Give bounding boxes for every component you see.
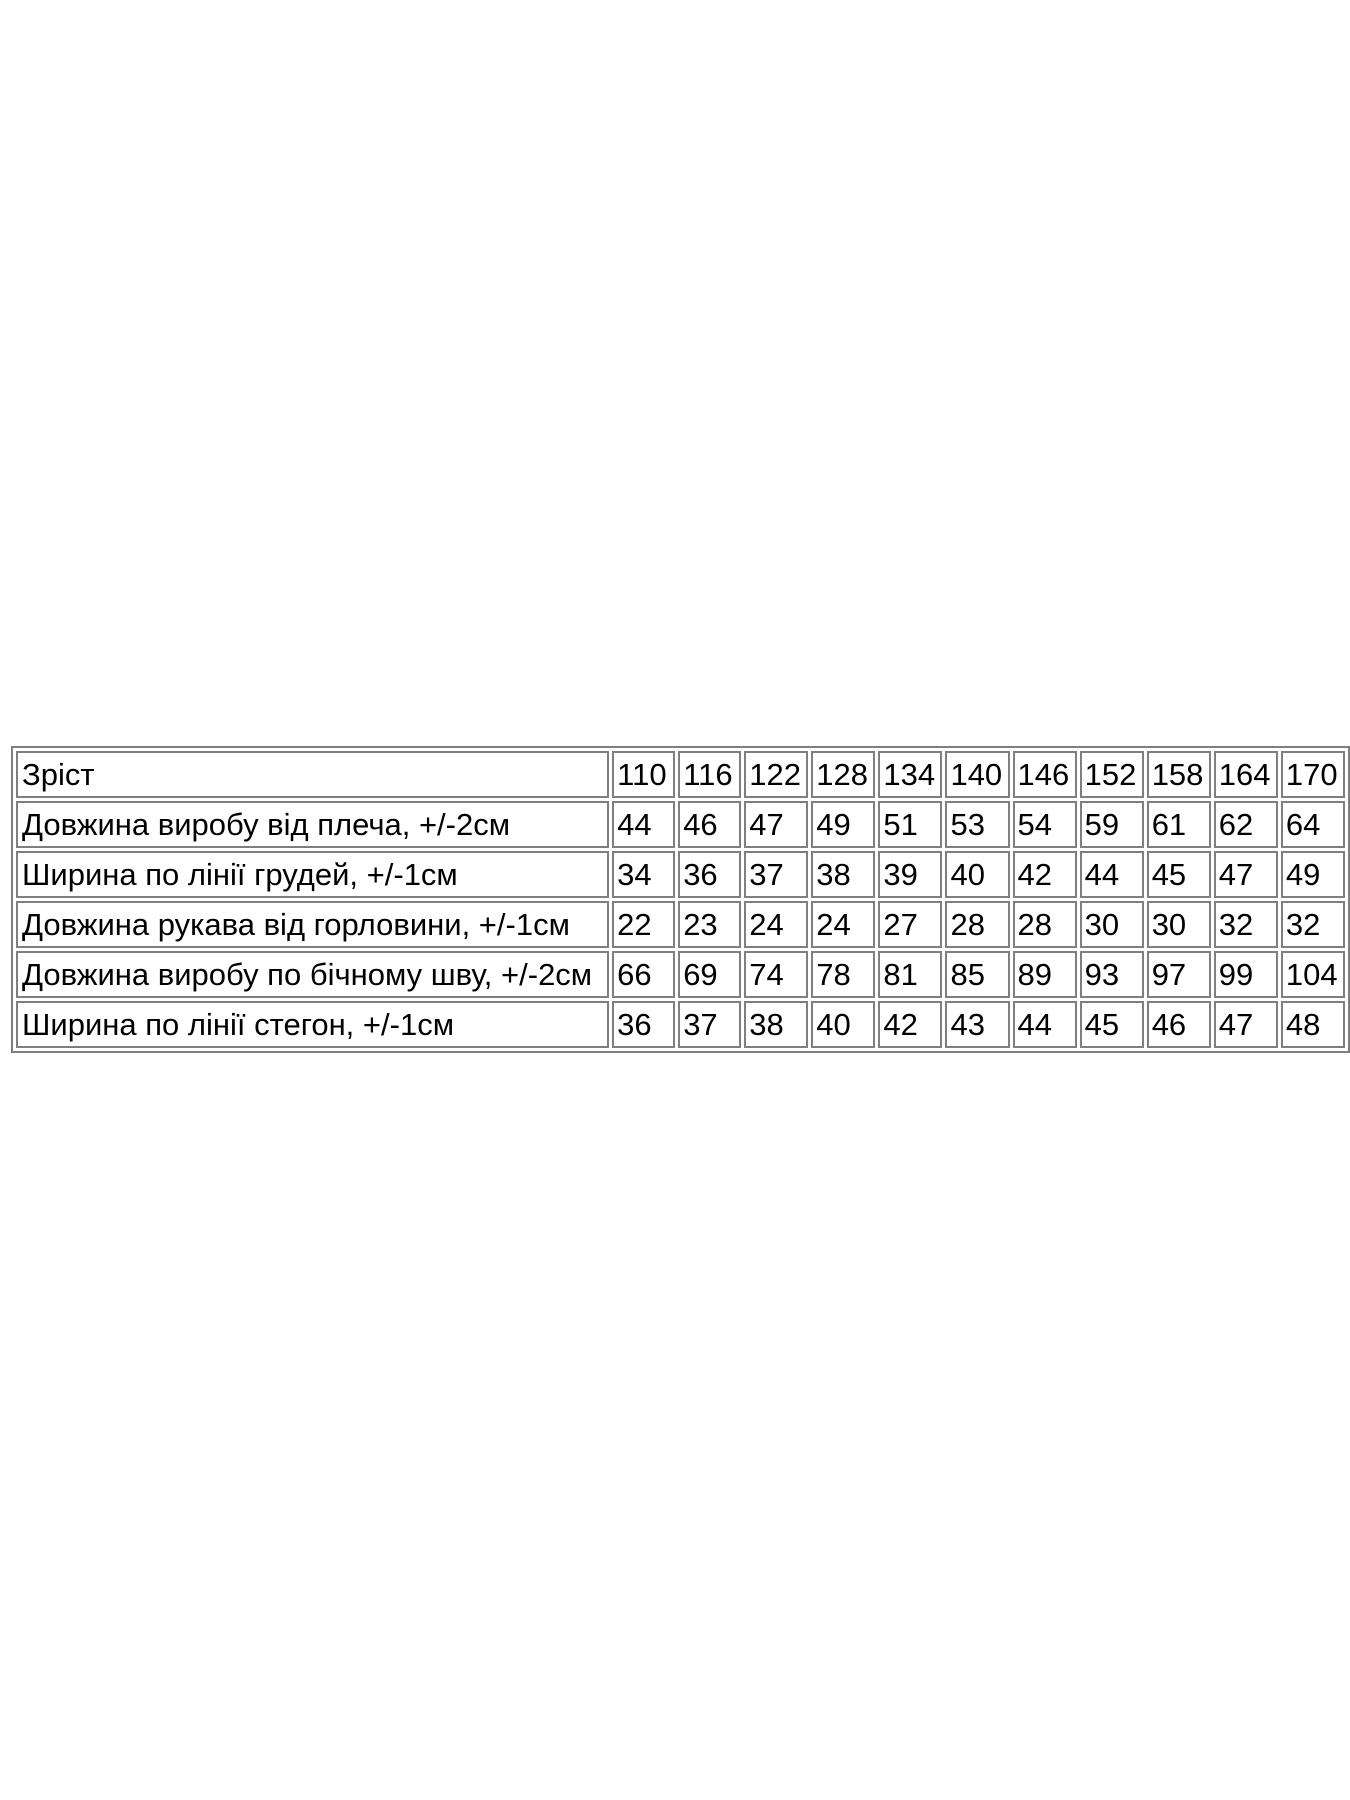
table-row-4-value-cell: 48 — [1280, 1001, 1345, 1048]
table-row-0-value-cell: 64 — [1280, 801, 1345, 848]
size-chart-body: Зріст 110 116 122 128 134 140 146 152 158 164 170 До… — [16, 751, 1345, 1048]
table-row-3-value-cell: 97 — [1146, 951, 1211, 998]
table-row-3-value-cell: 93 — [1079, 951, 1144, 998]
table-row-1-value-cell: 40 — [945, 851, 1010, 898]
table-row-0: Довжина виробу від плеча, +/-2см 44 46 47 49… — [16, 801, 1345, 848]
table-row-1-value-cell: 37 — [744, 851, 809, 898]
table-row-2-value-cell: 32 — [1280, 901, 1345, 948]
table-row-1-value-cell: 44 — [1079, 851, 1144, 898]
table-row-4-label-cell: Ширина по лінії стегон, +/-1см — [16, 1001, 610, 1048]
header-row: Зріст 110 116 122 128 134 140 146 152 158 164 170 — [16, 751, 1345, 798]
table-row-2-value-cell: 27 — [878, 901, 943, 948]
table-row-2-label-cell: Довжина рукава від горловини, +/-1см — [16, 901, 610, 948]
table-row-4-value-cell: 38 — [744, 1001, 809, 1048]
table-row-1-value-cell: 39 — [878, 851, 943, 898]
header-row-value-cell: 146 — [1012, 751, 1077, 798]
table-row-2-value-cell: 28 — [945, 901, 1010, 948]
table-row-4-value-cell: 47 — [1213, 1001, 1278, 1048]
table-row-3: Довжина виробу по бічному шву, +/-2см 66 6… — [16, 951, 1345, 998]
table-row-2-value-cell: 24 — [811, 901, 876, 948]
table-row-0-value-cell: 59 — [1079, 801, 1144, 848]
header-row-value-cell: 170 — [1280, 751, 1345, 798]
table-row-2-value-cell: 30 — [1079, 901, 1144, 948]
header-row-value-cell: 158 — [1146, 751, 1211, 798]
table-row-1-value-cell: 38 — [811, 851, 876, 898]
table-row-2-value-cell: 32 — [1213, 901, 1278, 948]
table-row-1-value-cell: 45 — [1146, 851, 1211, 898]
table-row-2-value-cell: 22 — [612, 901, 676, 948]
table-row-3-value-cell: 74 — [744, 951, 809, 998]
table-row-3-value-cell: 69 — [678, 951, 742, 998]
table-row-4-value-cell: 44 — [1012, 1001, 1077, 1048]
size-chart-table: Зріст 110 116 122 128 134 140 146 152 158 164 170 До… — [11, 746, 1350, 1053]
table-row-1: Ширина по лінії грудей, +/-1см 34 36 37 38 39… — [16, 851, 1345, 898]
table-row-0-value-cell: 46 — [678, 801, 742, 848]
header-row-label-cell: Зріст — [16, 751, 610, 798]
table-row-2-value-cell: 24 — [744, 901, 809, 948]
table-row-4-value-cell: 40 — [811, 1001, 876, 1048]
table-row-0-value-cell: 51 — [878, 801, 943, 848]
table-row-2-value-cell: 23 — [678, 901, 742, 948]
table-row-1-value-cell: 47 — [1213, 851, 1278, 898]
table-row-1-value-cell: 49 — [1280, 851, 1345, 898]
header-row-value-cell: 122 — [744, 751, 809, 798]
table-row-4-value-cell: 46 — [1146, 1001, 1211, 1048]
table-row-2-value-cell: 30 — [1146, 901, 1211, 948]
header-row-value-cell: 140 — [945, 751, 1010, 798]
header-row-value-cell: 110 — [612, 751, 676, 798]
table-row-3-value-cell: 78 — [811, 951, 876, 998]
table-row-4-value-cell: 42 — [878, 1001, 943, 1048]
table-row-0-label-cell: Довжина виробу від плеча, +/-2см — [16, 801, 610, 848]
table-row-1-label-cell: Ширина по лінії грудей, +/-1см — [16, 851, 610, 898]
table-row-3-label-cell: Довжина виробу по бічному шву, +/-2см — [16, 951, 610, 998]
table-row-3-value-cell: 89 — [1012, 951, 1077, 998]
table-row-4-value-cell: 37 — [678, 1001, 742, 1048]
table-row-1-value-cell: 36 — [678, 851, 742, 898]
table-row-4: Ширина по лінії стегон, +/-1см 36 37 38 40 42… — [16, 1001, 1345, 1048]
table-row-3-value-cell: 81 — [878, 951, 943, 998]
table-row-2-value-cell: 28 — [1012, 901, 1077, 948]
table-row-0-value-cell: 54 — [1012, 801, 1077, 848]
header-row-value-cell: 134 — [878, 751, 943, 798]
table-row-0-value-cell: 61 — [1146, 801, 1211, 848]
table-row-0-value-cell: 62 — [1213, 801, 1278, 848]
table-row-4-value-cell: 36 — [612, 1001, 676, 1048]
table-row-0-value-cell: 53 — [945, 801, 1010, 848]
table-row-1-value-cell: 42 — [1012, 851, 1077, 898]
header-row-value-cell: 152 — [1079, 751, 1144, 798]
table-row-3-value-cell: 99 — [1213, 951, 1278, 998]
header-row-value-cell: 164 — [1213, 751, 1278, 798]
header-row-value-cell: 116 — [678, 751, 742, 798]
header-row-value-cell: 128 — [811, 751, 876, 798]
table-row-1-value-cell: 34 — [612, 851, 676, 898]
table-row-0-value-cell: 44 — [612, 801, 676, 848]
table-row-4-value-cell: 45 — [1079, 1001, 1144, 1048]
table-row-0-value-cell: 47 — [744, 801, 809, 848]
table-row-2: Довжина рукава від горловини, +/-1см 22 23… — [16, 901, 1345, 948]
table-row-0-value-cell: 49 — [811, 801, 876, 848]
table-row-3-value-cell: 85 — [945, 951, 1010, 998]
table-row-3-value-cell: 66 — [612, 951, 676, 998]
table-row-3-value-cell: 104 — [1280, 951, 1345, 998]
table-row-4-value-cell: 43 — [945, 1001, 1010, 1048]
